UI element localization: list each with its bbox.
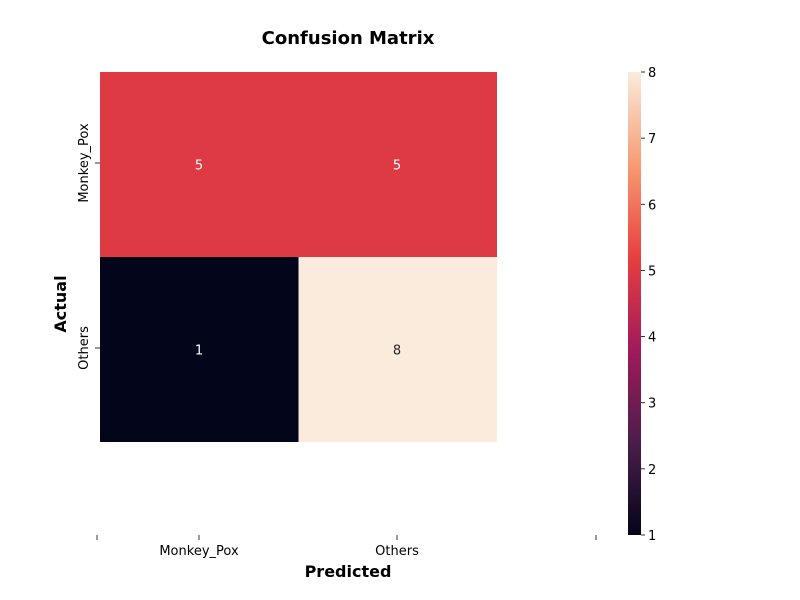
colorbar-tick-label: 2 <box>648 463 656 478</box>
heatmap-cell <box>100 257 299 442</box>
heatmap-cells: 5 5 1 8 <box>100 72 497 442</box>
y-tick-label: Others <box>77 326 92 370</box>
colorbar-tick-label: 8 <box>648 66 656 81</box>
cell-value-label: 5 <box>393 159 401 174</box>
colorbar <box>628 72 641 535</box>
colorbar-tick-label: 4 <box>648 331 656 346</box>
cell-value-label: 8 <box>393 344 401 359</box>
x-axis: Monkey_Pox Others <box>96 535 597 559</box>
x-tick-label: Others <box>375 544 419 559</box>
x-axis-label: Predicted <box>305 562 392 581</box>
colorbar-tick-label: 6 <box>648 198 656 213</box>
chart-title: Confusion Matrix <box>262 28 435 49</box>
cell-value-label: 1 <box>195 344 203 359</box>
y-axis-label: Actual <box>51 275 70 332</box>
x-tick-label: Monkey_Pox <box>159 544 239 559</box>
colorbar-tick-label: 3 <box>648 397 656 412</box>
colorbar-tick-label: 1 <box>648 529 656 544</box>
colorbar-ticks: 1 2 3 4 5 6 7 8 <box>641 66 656 544</box>
cell-value-label: 5 <box>195 159 203 174</box>
colorbar-tick-label: 7 <box>648 132 656 147</box>
heatmap-cell <box>298 72 497 257</box>
heatmap-cell <box>298 257 497 442</box>
y-axis: Monkey_Pox Others <box>77 123 100 370</box>
colorbar-tick-label: 5 <box>648 264 656 279</box>
y-tick-label: Monkey_Pox <box>77 123 92 203</box>
heatmap-cell <box>100 72 299 257</box>
